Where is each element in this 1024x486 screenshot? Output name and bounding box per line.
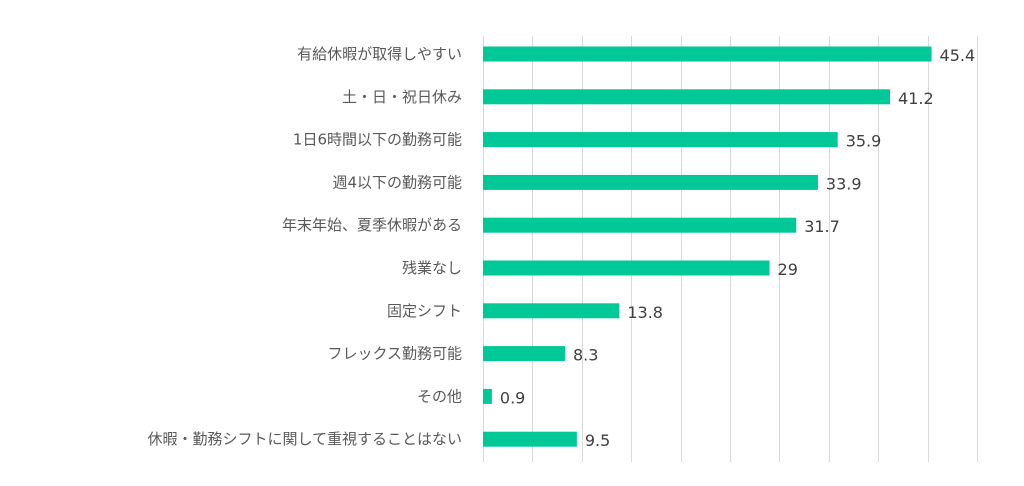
bar (483, 346, 566, 362)
category-label: 有給休暇が取得しやすい (297, 45, 462, 63)
bars (483, 46, 932, 447)
data-label: 31.7 (804, 217, 840, 236)
category-label: 年末年始、夏季休暇がある (282, 216, 462, 234)
data-label: 13.8 (627, 303, 663, 322)
bar (483, 89, 891, 105)
bar (483, 217, 797, 233)
data-label: 8.3 (573, 346, 598, 365)
category-label: 1日6時間以下の勤務可能 (293, 131, 462, 149)
category-label: フレックス勤務可能 (327, 345, 462, 363)
gridlines (483, 36, 978, 462)
bar (483, 388, 492, 404)
bar (483, 303, 620, 319)
bar (483, 431, 577, 447)
category-label: その他 (417, 387, 462, 405)
bar (483, 174, 818, 190)
data-label: 41.2 (898, 89, 934, 108)
category-label: 土・日・祝日休み (342, 88, 462, 106)
bar (483, 46, 932, 62)
category-label: 休暇・勤務シフトに関して重視することはない (147, 430, 462, 448)
data-label: 29 (778, 260, 798, 279)
bar (483, 260, 770, 276)
data-label: 35.9 (846, 132, 882, 151)
bar (483, 132, 838, 148)
data-label: 9.5 (585, 431, 610, 450)
data-labels: 45.4 41.2 35.9 33.9 31.7 29 13.8 8.3 0.9 9.5 (500, 46, 975, 450)
data-label: 0.9 (500, 388, 525, 407)
category-label: 残業なし (402, 259, 462, 277)
category-label: 週4以下の勤務可能 (332, 173, 462, 191)
data-label: 33.9 (826, 174, 862, 193)
data-label: 45.4 (940, 46, 976, 65)
category-label: 固定シフト (387, 302, 462, 320)
